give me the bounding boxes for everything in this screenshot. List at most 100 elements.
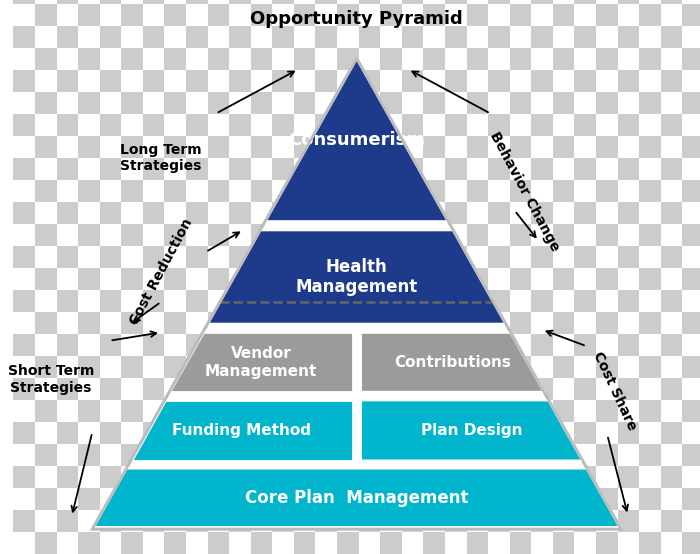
Bar (294, 0, 316, 4)
Bar (466, 4, 488, 26)
Bar (380, 510, 402, 532)
Bar (531, 48, 553, 70)
Bar (424, 268, 445, 290)
Bar (229, 334, 251, 356)
Bar (251, 180, 272, 202)
Bar (35, 268, 57, 290)
Bar (531, 70, 553, 92)
Bar (358, 444, 380, 466)
Bar (488, 92, 510, 114)
Bar (488, 488, 510, 510)
Bar (445, 422, 466, 444)
Bar (445, 92, 466, 114)
Bar (337, 26, 358, 48)
Bar (682, 0, 700, 4)
Bar (337, 422, 358, 444)
Bar (164, 488, 186, 510)
Bar (466, 312, 488, 334)
Bar (35, 290, 57, 312)
Bar (575, 400, 596, 422)
Bar (424, 114, 445, 136)
Bar (445, 158, 466, 180)
Text: Health
Management: Health Management (295, 258, 418, 296)
Bar (272, 488, 294, 510)
Bar (445, 356, 466, 378)
Bar (164, 136, 186, 158)
Bar (639, 202, 661, 224)
Bar (596, 422, 617, 444)
Bar (35, 334, 57, 356)
Bar (99, 26, 121, 48)
Bar (316, 356, 337, 378)
Polygon shape (92, 58, 621, 529)
Bar (531, 158, 553, 180)
Bar (424, 92, 445, 114)
Bar (358, 356, 380, 378)
Bar (35, 532, 57, 554)
Bar (78, 136, 99, 158)
Bar (358, 246, 380, 268)
Bar (229, 26, 251, 48)
Bar (488, 4, 510, 26)
Bar (35, 444, 57, 466)
Bar (337, 114, 358, 136)
Bar (553, 92, 575, 114)
Bar (488, 224, 510, 246)
Bar (466, 268, 488, 290)
Bar (294, 356, 316, 378)
Text: Funding Method: Funding Method (172, 423, 312, 438)
Bar (380, 532, 402, 554)
Bar (531, 466, 553, 488)
Bar (164, 268, 186, 290)
Bar (639, 158, 661, 180)
Bar (208, 158, 229, 180)
Bar (99, 268, 121, 290)
Bar (358, 422, 380, 444)
Bar (164, 202, 186, 224)
Bar (639, 114, 661, 136)
Bar (35, 466, 57, 488)
Bar (186, 400, 208, 422)
Bar (661, 180, 682, 202)
Bar (186, 136, 208, 158)
Bar (13, 356, 35, 378)
Bar (316, 0, 337, 4)
Bar (121, 70, 143, 92)
Bar (272, 92, 294, 114)
Bar (251, 48, 272, 70)
Bar (445, 312, 466, 334)
Bar (294, 400, 316, 422)
Bar (13, 532, 35, 554)
Bar (661, 26, 682, 48)
Bar (380, 114, 402, 136)
Bar (294, 92, 316, 114)
Bar (639, 0, 661, 4)
Bar (682, 466, 700, 488)
Bar (229, 268, 251, 290)
Bar (402, 422, 424, 444)
Bar (510, 268, 531, 290)
Bar (57, 158, 78, 180)
Bar (445, 202, 466, 224)
Bar (78, 378, 99, 400)
Bar (531, 246, 553, 268)
Bar (661, 378, 682, 400)
Bar (294, 202, 316, 224)
Bar (99, 532, 121, 554)
Bar (682, 334, 700, 356)
Bar (337, 268, 358, 290)
Bar (229, 224, 251, 246)
Bar (661, 290, 682, 312)
Bar (121, 224, 143, 246)
Bar (531, 444, 553, 466)
Bar (488, 378, 510, 400)
Bar (316, 532, 337, 554)
Bar (661, 0, 682, 4)
Bar (229, 70, 251, 92)
Bar (661, 444, 682, 466)
Bar (424, 334, 445, 356)
Text: Vendor
Management: Vendor Management (205, 346, 317, 378)
Bar (272, 334, 294, 356)
Bar (682, 26, 700, 48)
Bar (272, 0, 294, 4)
